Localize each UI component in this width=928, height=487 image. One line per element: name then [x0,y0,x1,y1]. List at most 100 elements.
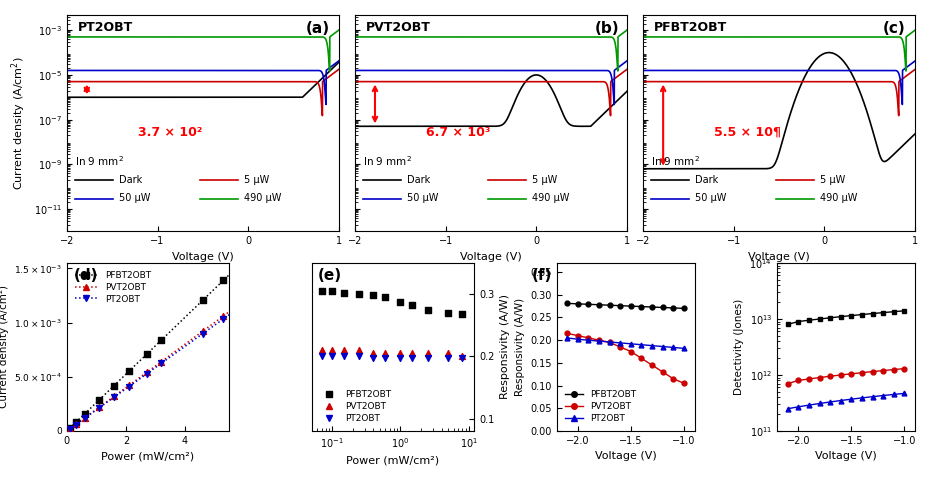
Point [419,306,434,314]
Point [69,419,84,427]
Point [77,414,92,422]
Text: 6.7 × 10³: 6.7 × 10³ [425,126,490,139]
Point [325,353,340,360]
Text: 490 μW: 490 μW [819,193,857,204]
Point [69,421,84,429]
Point [405,301,419,309]
Point [139,369,154,376]
Point [337,346,352,354]
Text: 3.7 × 10²: 3.7 × 10² [137,126,201,139]
Point [366,354,380,361]
Text: (b): (b) [594,21,618,36]
Text: In 9 mm$^2$: In 9 mm$^2$ [651,154,700,169]
Point [405,354,419,361]
Text: In 9 mm$^2$: In 9 mm$^2$ [363,154,412,169]
Point [215,277,230,284]
Text: 50 μW: 50 μW [694,193,726,204]
Point [314,353,329,360]
Text: Dark: Dark [406,175,430,185]
Point [454,353,469,360]
Text: 490 μW: 490 μW [531,193,569,204]
Point [92,396,107,404]
Point [440,354,455,362]
Point [352,353,367,360]
Text: 5 μW: 5 μW [819,175,844,185]
Point [440,309,455,317]
Point [215,312,230,320]
Point [139,351,154,358]
Point [139,370,154,378]
Point [62,425,77,433]
Point [215,315,230,323]
Text: 50 μW: 50 μW [119,193,149,204]
Text: Dark: Dark [694,175,717,185]
Text: PFBT2OBT: PFBT2OBT [653,21,727,34]
Point [77,410,92,418]
Point [393,354,407,361]
Y-axis label: Current density (A/cm$^2$): Current density (A/cm$^2$) [9,56,28,190]
Text: 5 μW: 5 μW [243,175,268,185]
Point [419,349,434,357]
Text: (d): (d) [73,268,97,283]
Text: Dark: Dark [119,175,142,185]
Text: (c): (c) [882,21,904,36]
Point [69,421,84,429]
Point [62,424,77,432]
Point [107,382,122,390]
Point [352,346,367,354]
Point [314,287,329,295]
Point [337,289,352,297]
Point [195,297,210,304]
Text: In 9 mm$^2$: In 9 mm$^2$ [75,154,124,169]
Point [440,349,455,357]
Point [337,353,352,360]
Point [92,404,107,412]
Point [366,349,380,357]
Point [325,287,340,295]
Point [314,346,329,354]
Point [62,425,77,433]
X-axis label: Power (mW/cm²): Power (mW/cm²) [101,451,194,461]
Y-axis label: Responsivity (A/W): Responsivity (A/W) [514,298,524,396]
Point [195,327,210,335]
X-axis label: Voltage (V): Voltage (V) [459,252,522,262]
Text: 5 μW: 5 μW [531,175,557,185]
Y-axis label: Responsivity (A/W): Responsivity (A/W) [499,295,509,399]
Point [378,349,393,357]
X-axis label: Power (mW/cm²): Power (mW/cm²) [346,455,439,465]
Text: (a): (a) [306,21,329,36]
Point [154,359,169,367]
X-axis label: Voltage (V): Voltage (V) [747,252,809,262]
Text: PVT2OBT: PVT2OBT [366,21,431,34]
Point [454,354,469,362]
Point [378,354,393,361]
Point [107,393,122,401]
Text: (e): (e) [318,268,342,283]
Text: 5.5 × 10¶: 5.5 × 10¶ [713,126,780,139]
Point [195,330,210,337]
Point [366,291,380,299]
Text: 490 μW: 490 μW [243,193,280,204]
Point [122,383,136,391]
Text: 50 μW: 50 μW [406,193,438,204]
Point [77,414,92,422]
Y-axis label: Current density (A/cm²): Current density (A/cm²) [0,285,8,409]
Point [154,358,169,366]
Text: (f): (f) [531,268,551,283]
Point [352,290,367,298]
Point [122,382,136,390]
Point [107,393,122,400]
Point [393,298,407,305]
Legend: PFBT2OBT, PVT2OBT, PT2OBT: PFBT2OBT, PVT2OBT, PT2OBT [316,387,394,427]
Point [325,346,340,354]
Point [154,336,169,344]
Text: PT2OBT: PT2OBT [78,21,133,34]
X-axis label: Voltage (V): Voltage (V) [594,451,656,461]
Legend: PFBT2OBT, PVT2OBT, PT2OBT: PFBT2OBT, PVT2OBT, PT2OBT [561,387,639,427]
Legend: PFBT2OBT, PVT2OBT, PT2OBT: PFBT2OBT, PVT2OBT, PT2OBT [71,267,154,307]
X-axis label: Voltage (V): Voltage (V) [172,252,234,262]
Point [393,349,407,357]
X-axis label: Voltage (V): Voltage (V) [815,451,876,461]
Point [454,310,469,318]
Point [405,349,419,357]
